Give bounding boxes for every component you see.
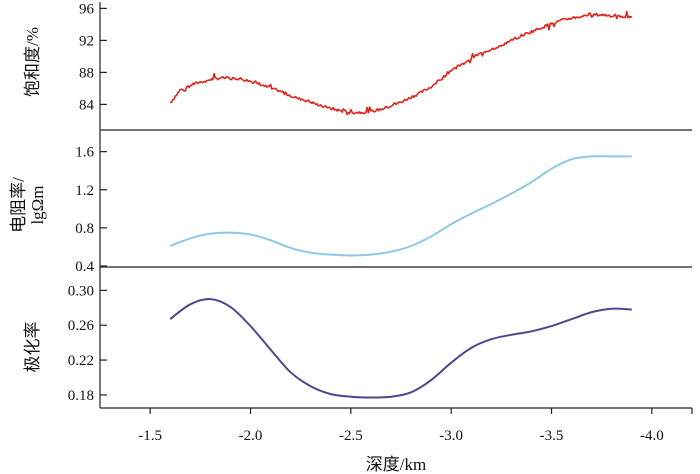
resistivity-y-tick-label-0: 0.4 [75,259,94,275]
saturation-series-line [169,10,633,116]
saturation-y-tick-label-2: 92 [79,33,94,49]
panel-resistivity: 0.4 0.8 1.2 1.6 电阻率/lgΩm [9,145,632,275]
saturation-y-label: 饱和度/% [23,27,42,97]
polarizability-y-tick-label-3: 0.30 [68,283,94,299]
x-tick-label-5: -4.0 [640,428,664,444]
panels-layer: 84 88 92 96 饱和度/% 0.4 0.8 1.2 1.6 电阻率/lgΩm 0.18 0.2… [9,1,692,408]
x-tick-label-3: -3.0 [439,428,463,444]
x-axis-label: 深度/km [366,455,426,474]
resistivity-y-label-line-0: 电阻率/ [9,177,28,233]
saturation-y-label-line-0: 饱和度/% [23,27,42,97]
saturation-y-tick-label-1: 88 [79,65,94,81]
saturation-y-tick-label-0: 84 [79,97,95,113]
polarizability-y-tick-label-2: 0.26 [68,318,95,334]
polarizability-y-label: 极化率 [23,322,42,373]
x-tick-label-4: -3.5 [540,428,564,444]
resistivity-y-tick-label-1: 0.8 [75,221,94,237]
x-tick-label-2: -2.5 [339,428,363,444]
polarizability-y-tick-label-0: 0.18 [68,388,94,404]
resistivity-y-tick-label-3: 1.6 [75,145,94,161]
saturation-y-tick-label-3: 96 [79,1,95,17]
resistivity-y-label-line-1: lgΩm [28,185,47,224]
x-axis: -1.5 -2.0 -2.5 -3.0 -3.5 -4.0 深度/km [100,407,693,474]
resistivity-y-tick-label-2: 1.2 [75,183,94,199]
panel-polarizability: 0.18 0.22 0.26 0.30 极化率 [23,283,632,404]
polarizability-y-tick-label-1: 0.22 [68,353,94,369]
polarizability-y-label-line-0: 极化率 [23,322,42,373]
x-tick-label-0: -1.5 [138,428,162,444]
resistivity-y-label: 电阻率/lgΩm [9,177,47,233]
panel-saturation: 84 88 92 96 饱和度/% [23,1,633,116]
polarizability-series-line [169,298,632,399]
x-tick-label-1: -2.0 [239,428,263,444]
resistivity-series-line [169,155,632,257]
